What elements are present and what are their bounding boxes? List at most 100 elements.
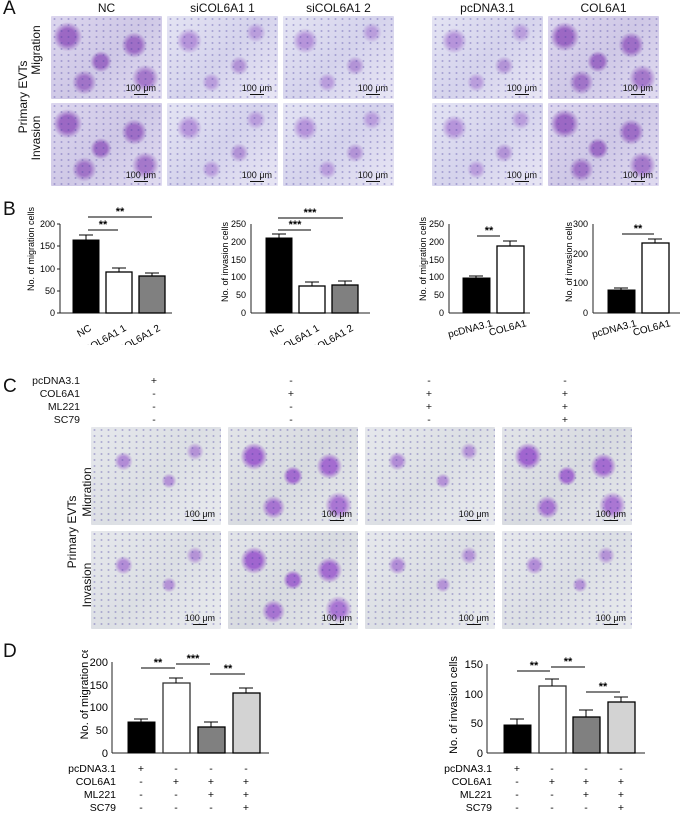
svg-text:No. of invasion cells: No. of invasion cells — [220, 221, 230, 302]
treatment-label-pcdna31: pcDNA3.1 — [32, 375, 80, 387]
svg-text:-: - — [515, 802, 519, 814]
scale-bar: 100 μm — [185, 613, 215, 625]
treatment-sign: + — [425, 388, 433, 400]
svg-text:200: 200 — [231, 237, 246, 247]
svg-text:100: 100 — [40, 264, 55, 274]
svg-text:+: + — [208, 789, 214, 801]
svg-text:***: *** — [289, 219, 303, 231]
svg-text:**: ** — [224, 663, 233, 675]
svg-text:150: 150 — [90, 680, 108, 692]
svg-text:50: 50 — [471, 718, 483, 730]
svg-text:pcDNA3.1: pcDNA3.1 — [447, 318, 494, 341]
scale-bar: 100 μm — [459, 613, 489, 625]
svg-text:-: - — [550, 789, 554, 801]
svg-text:No. of invasion cells: No. of invasion cells — [448, 656, 460, 754]
col-title-nc: NC — [97, 1, 116, 15]
scale-bar: 100 μm — [185, 509, 215, 521]
svg-text:0: 0 — [477, 748, 483, 760]
chart-d1-migration-rescue: No. of migration cells 0 50 100 150 200 … — [79, 650, 269, 760]
side-label-primary-evts: Primary EVTs — [65, 495, 79, 569]
col-title-col6a1: COL6A1 — [580, 1, 627, 15]
svg-text:300: 300 — [573, 219, 588, 229]
chart-b4-invasion-overexpression: No. of invasion cells 0 100 200 300 ** p… — [564, 219, 680, 341]
svg-text:-: - — [244, 763, 248, 775]
micrograph-c-invasion-col6a1-ml221: 100 μm — [365, 531, 495, 629]
svg-text:50: 50 — [236, 290, 246, 300]
scale-bar: 100 μm — [596, 613, 626, 625]
treatment-sign: + — [425, 401, 433, 413]
svg-text:100: 100 — [429, 272, 444, 282]
svg-text:+: + — [583, 789, 589, 801]
svg-text:+: + — [208, 776, 214, 788]
treatment-sign: - — [427, 414, 431, 426]
treatment-sign: + — [561, 414, 569, 426]
treatment-sign: - — [289, 375, 293, 387]
svg-text:***: *** — [187, 653, 201, 665]
micrograph-a-migration-col6a1: 100 μm — [548, 16, 659, 99]
svg-text:+: + — [173, 776, 179, 788]
side-label-primary-evts: Primary EVTs — [16, 60, 30, 134]
svg-text:100: 100 — [90, 702, 108, 714]
panel-letter-b: B — [3, 199, 16, 220]
svg-text:COL6A1: COL6A1 — [76, 776, 116, 788]
svg-text:-: - — [515, 789, 519, 801]
svg-text:-: - — [139, 802, 143, 814]
treatment-label-sc79: SC79 — [53, 414, 80, 426]
svg-text:150: 150 — [40, 241, 55, 251]
scale-bar: 100 μm — [623, 83, 653, 95]
svg-text:0: 0 — [439, 308, 444, 318]
svg-text:SC79: SC79 — [90, 802, 116, 814]
treatment-sign: - — [289, 401, 293, 413]
svg-text:**: ** — [599, 681, 608, 693]
svg-text:+: + — [514, 763, 520, 775]
panel-d-charts: No. of migration cells 0 50 100 150 200 … — [68, 650, 645, 814]
svg-text:150: 150 — [465, 659, 483, 671]
svg-text:-: - — [550, 802, 554, 814]
micrograph-a-migration-sicol6a1-2: 100 μm — [283, 16, 394, 99]
treatment-sign: - — [289, 414, 293, 426]
micrograph-c-invasion-col6a1: 100 μm — [228, 531, 358, 629]
micrograph-a-migration-sicol6a1-1: 100 μm — [167, 16, 278, 99]
scale-bar: 100 μm — [507, 83, 537, 95]
svg-text:+: + — [549, 776, 555, 788]
micrograph-a-invasion-nc: 100 μm — [51, 103, 162, 186]
micrograph-a-migration-nc: 100 μm — [51, 16, 162, 99]
svg-text:200: 200 — [573, 249, 588, 259]
scale-bar: 100 μm — [596, 509, 626, 521]
micrograph-a-invasion-sicol6a1-1: 100 μm — [167, 103, 278, 186]
svg-text:-: - — [139, 789, 143, 801]
svg-text:50: 50 — [96, 725, 108, 737]
svg-text:+: + — [138, 763, 144, 775]
svg-text:0: 0 — [102, 748, 108, 760]
chart-b2-invasion-knockdown: No. of invasion cells 0 50 100 150 200 2… — [220, 207, 370, 345]
treatment-sign: - — [152, 401, 156, 413]
svg-text:-: - — [174, 789, 178, 801]
treatment-sign: + — [561, 401, 569, 413]
svg-text:COL6A1: COL6A1 — [632, 318, 672, 339]
micrograph-a-invasion-col6a1: 100 μm — [548, 103, 659, 186]
chart-b1-migration-knockdown: No. of migration cells 0 50 100 150 200 … — [26, 206, 172, 345]
panel-b-charts: No. of migration cells 0 50 100 150 200 … — [26, 206, 680, 345]
svg-text:**: ** — [154, 657, 163, 669]
svg-text:COL6A1: COL6A1 — [488, 318, 528, 339]
micrograph-a-invasion-sicol6a1-2: 100 μm — [283, 103, 394, 186]
svg-text:pcDNA3.1: pcDNA3.1 — [444, 763, 492, 775]
scale-bar: 100 μm — [358, 170, 388, 182]
scale-bar: 100 μm — [322, 613, 352, 625]
svg-text:**: ** — [634, 223, 643, 235]
col-title-pcdna31: pcDNA3.1 — [460, 1, 515, 15]
scale-bar: 100 μm — [623, 170, 653, 182]
scale-bar: 100 μm — [242, 170, 272, 182]
svg-text:50: 50 — [45, 286, 55, 296]
scale-bar: 100 μm — [126, 83, 156, 95]
svg-text:ML221: ML221 — [84, 789, 116, 801]
svg-text:150: 150 — [231, 255, 246, 265]
col-title-sicol6a1-1: siCOL6A1 1 — [190, 1, 255, 15]
svg-text:pcDNA3.1: pcDNA3.1 — [591, 318, 638, 341]
treatment-sign: - — [152, 388, 156, 400]
col-title-sicol6a1-2: siCOL6A1 2 — [306, 1, 371, 15]
svg-text:**: ** — [116, 206, 125, 218]
treatment-sign: - — [563, 375, 567, 387]
scale-bar: 100 μm — [459, 509, 489, 521]
scale-bar: 100 μm — [322, 509, 352, 521]
